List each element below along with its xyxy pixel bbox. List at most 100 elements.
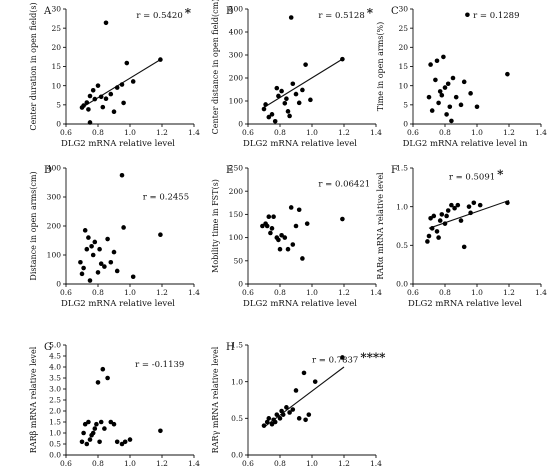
x-axis-label: DLG2 mRNA relative level	[243, 299, 357, 309]
y-tick-label: 200	[229, 187, 244, 196]
panel-letter: G	[44, 342, 52, 353]
data-point	[458, 218, 464, 223]
r-value-label: r = 0.06421	[318, 180, 370, 190]
y-tick-label: 15	[51, 62, 61, 71]
r-value-label: r = 0.5420	[136, 11, 182, 21]
data-point	[279, 232, 284, 238]
data-point	[114, 439, 120, 445]
panel-e: E 0.6 0.8 1.0 1.2 1.4 0 50 100 150 200 250 DLG2 mRNA…	[211, 164, 382, 309]
data-point	[108, 419, 114, 425]
y-tick-label: 400	[47, 164, 62, 173]
y-tick-label: 25	[398, 24, 408, 33]
data-point	[288, 205, 294, 210]
data-point	[296, 416, 302, 421]
data-point	[94, 421, 99, 427]
x-tick-label: 0.6	[407, 288, 419, 297]
panel-letter: B	[226, 6, 233, 17]
y-tick-label: 15	[398, 62, 408, 71]
y-tick-label: 3.5	[49, 374, 61, 383]
data-point	[450, 75, 456, 81]
data-point	[82, 421, 88, 427]
data-point	[97, 439, 102, 445]
data-point	[274, 85, 280, 91]
data-point	[114, 85, 120, 90]
data-point	[441, 54, 446, 60]
y-tick-label: 0	[238, 120, 243, 129]
data-point	[266, 416, 272, 421]
data-point	[111, 249, 117, 255]
data-point	[282, 101, 288, 106]
data-point	[100, 366, 106, 372]
y-axis-label: Distance in open arms(cm)	[29, 171, 38, 280]
y-tick-label: 0.5	[49, 440, 61, 449]
data-point	[261, 106, 267, 112]
data-point	[449, 202, 454, 208]
data-point	[100, 104, 106, 110]
data-point	[429, 226, 435, 231]
data-point	[437, 89, 443, 94]
panel-letter: D	[44, 165, 52, 176]
data-point	[340, 355, 345, 360]
data-point	[455, 202, 461, 208]
data-point	[505, 71, 510, 77]
data-point	[276, 237, 281, 243]
data-point	[445, 81, 451, 87]
x-tick-label: 0.8	[274, 128, 286, 137]
x-tick-label: 0.8	[92, 128, 104, 137]
data-point	[130, 274, 136, 280]
y-tick-label: 1.0	[396, 202, 408, 211]
y-tick-label: 25	[51, 24, 61, 33]
data-point	[277, 416, 283, 421]
significance-marker: ****	[360, 351, 386, 365]
y-tick-label: 2.0	[49, 407, 61, 416]
panel-letter: A	[43, 6, 52, 17]
x-tick-label: 1.0	[124, 288, 136, 297]
data-point	[442, 85, 448, 90]
x-tick-label: 1.4	[535, 128, 547, 137]
data-point	[431, 213, 437, 219]
data-point	[266, 114, 272, 120]
r-value-label: r = 0.7837	[312, 356, 358, 366]
data-point	[458, 102, 464, 108]
data-point	[119, 441, 125, 447]
y-tick-label: 1.5	[396, 164, 408, 173]
y-tick-label: 0.0	[49, 451, 61, 460]
data-point	[444, 112, 449, 117]
data-point	[264, 419, 270, 425]
data-point	[111, 421, 117, 427]
x-axis-label: DLG2 mRNA relative level in	[403, 139, 528, 149]
y-tick-label: 5	[56, 100, 61, 109]
data-point	[119, 82, 125, 87]
data-point	[271, 214, 276, 220]
data-point	[300, 256, 305, 261]
data-point	[92, 239, 98, 245]
data-point	[303, 62, 308, 67]
y-tick-label: 100	[229, 233, 244, 242]
data-point	[428, 215, 433, 221]
y-axis-label: Mobility time in FST(s)	[211, 179, 220, 273]
r-value-label: r = 0.5091	[449, 173, 495, 183]
data-point	[465, 12, 470, 18]
x-tick-label: 0.8	[274, 459, 286, 468]
data-point	[86, 235, 91, 240]
data-point	[449, 118, 454, 124]
data-point	[272, 419, 278, 425]
data-point	[81, 430, 86, 436]
y-tick-label: 1.5	[231, 341, 243, 350]
data-point	[312, 379, 318, 384]
y-tick-label: 200	[47, 222, 62, 231]
data-point	[87, 120, 93, 125]
data-point	[290, 242, 296, 247]
data-point	[121, 100, 126, 106]
data-point	[340, 56, 345, 62]
x-tick-label: 1.2	[156, 459, 168, 468]
data-point	[121, 225, 126, 230]
x-tick-label: 1.2	[503, 288, 515, 297]
panel-b: B 0.6 0.8 1.0 1.2 1.4 0 100 200 300 400 500 DLG2 mRN…	[211, 0, 382, 149]
data-point	[90, 252, 96, 258]
data-point	[89, 244, 94, 249]
y-tick-label: 200	[229, 74, 244, 83]
data-point	[453, 94, 459, 100]
